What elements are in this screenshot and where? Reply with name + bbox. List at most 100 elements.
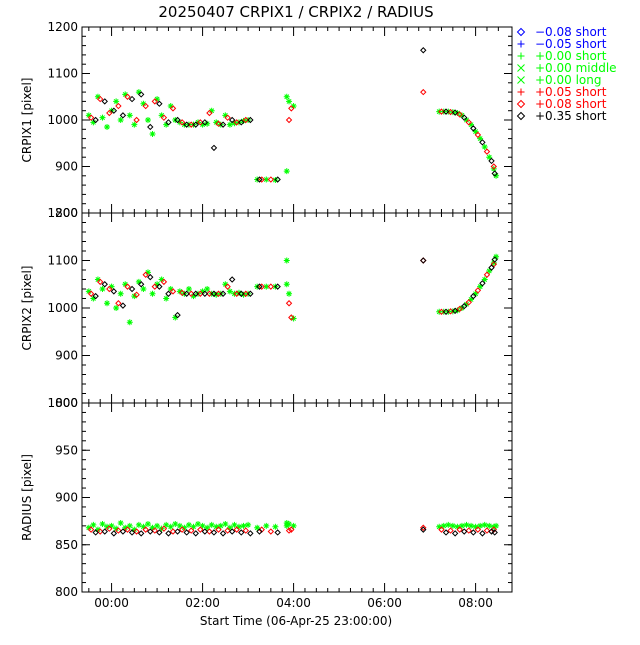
data-point [461, 302, 468, 310]
data-point [99, 286, 106, 292]
data-point [131, 121, 138, 128]
data-point [169, 528, 177, 535]
data-point [290, 522, 297, 529]
data-point [122, 524, 129, 531]
data-point [481, 143, 488, 150]
data-point [215, 290, 222, 297]
data-point [208, 107, 215, 114]
data-point [131, 526, 138, 533]
data-point [201, 528, 209, 535]
data-point [87, 290, 95, 297]
data-point [124, 526, 131, 533]
data-point [135, 521, 142, 528]
data-point [197, 290, 204, 297]
data-point [470, 292, 477, 300]
data-point [160, 114, 168, 121]
data-point [242, 116, 250, 124]
data-point [461, 528, 468, 535]
data-point [96, 95, 104, 103]
panel-frame [81, 402, 513, 593]
data-point [228, 276, 236, 283]
data-point [447, 108, 454, 116]
data-point [228, 116, 236, 124]
data-point [493, 522, 500, 529]
y-tick-label: 800 [55, 585, 78, 599]
data-point [206, 290, 213, 297]
data-point [483, 271, 491, 278]
data-point [85, 288, 92, 295]
data-point [206, 528, 213, 535]
data-point [147, 123, 154, 131]
data-point [156, 529, 163, 536]
data-point [87, 114, 95, 121]
y-tick-label: 1200 [47, 206, 78, 220]
data-point [192, 121, 199, 128]
data-point [167, 286, 174, 292]
data-point [263, 283, 270, 290]
data-point [178, 119, 186, 126]
data-point [142, 526, 149, 533]
data-point [442, 529, 450, 536]
data-point [465, 527, 472, 534]
data-point [213, 523, 220, 530]
data-point [187, 121, 195, 128]
data-point [178, 526, 186, 533]
panel-crpix1: 800 900 1000 1100 1200 CRPIX1 [pixel] [20, 20, 513, 220]
data-point [124, 93, 131, 100]
data-point [242, 290, 250, 297]
data-point [128, 285, 136, 293]
data-point [491, 170, 498, 177]
data-point [285, 300, 293, 307]
data-point [172, 314, 179, 321]
data-point [149, 524, 156, 531]
data-point [124, 283, 131, 290]
data-point [149, 130, 156, 137]
data-point [470, 529, 477, 536]
data-point [286, 98, 293, 105]
data-point [140, 286, 147, 292]
data-point [474, 526, 482, 533]
data-point [149, 290, 156, 297]
data-point [115, 300, 122, 307]
data-point [108, 522, 115, 529]
data-point [147, 273, 154, 281]
data-point [126, 112, 133, 119]
data-point [181, 524, 188, 531]
data-point [245, 521, 252, 528]
data-point [92, 292, 99, 300]
legend-entry-label: +0.05 short [535, 85, 607, 99]
data-point [160, 525, 168, 532]
data-point [420, 257, 427, 264]
data-point [420, 88, 427, 96]
data-point [290, 103, 297, 110]
data-point [147, 528, 154, 535]
data-point [233, 290, 240, 297]
data-point [285, 527, 293, 534]
data-point [113, 98, 120, 105]
data-point [119, 528, 127, 535]
legend-marker [516, 111, 526, 121]
data-point [167, 523, 174, 530]
data-point [463, 117, 470, 123]
data-point [267, 176, 275, 183]
data-point [267, 528, 275, 535]
data-point [483, 148, 491, 155]
data-point [85, 112, 92, 119]
data-point [490, 259, 497, 266]
data-point [481, 276, 488, 283]
data-point [204, 524, 211, 531]
data-point [122, 281, 129, 288]
data-point [472, 523, 479, 530]
data-point [185, 521, 192, 528]
data-point [94, 276, 101, 283]
data-point [493, 253, 500, 260]
chart-title: 20250407 CRPIX1 / CRPIX2 / RADIUS [158, 3, 433, 21]
data-point [224, 527, 231, 534]
data-point [463, 521, 470, 528]
y-axis-label: CRPIX2 [pixel] [20, 266, 34, 351]
data-point [92, 116, 99, 124]
data-point [420, 524, 427, 531]
data-point [479, 280, 486, 287]
data-point [267, 283, 275, 290]
y-axis-label: CRPIX1 [pixel] [20, 78, 34, 163]
